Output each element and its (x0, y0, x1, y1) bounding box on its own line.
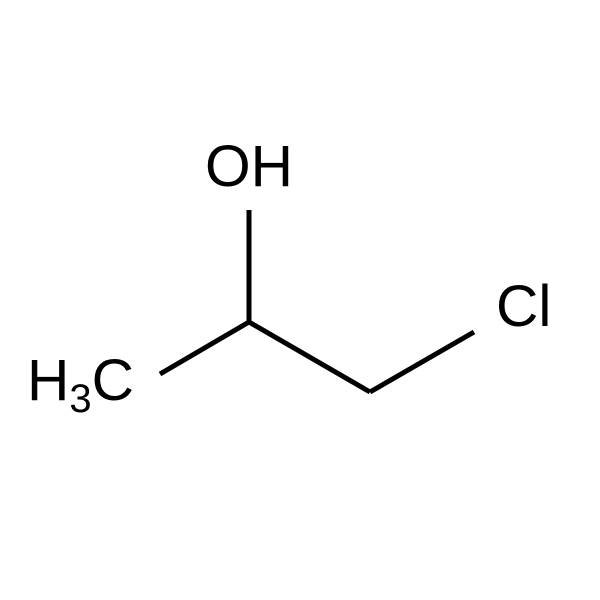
atom-label-cl: Cl (496, 274, 551, 339)
bond (249, 322, 370, 392)
bond (160, 322, 249, 374)
molecule-diagram: OH H3C Cl (0, 0, 600, 600)
bond (370, 332, 474, 392)
atom-label-ch3: H3C (27, 348, 134, 421)
bonds (160, 210, 474, 392)
atom-labels: OH H3C Cl (27, 134, 551, 421)
atom-label-oh: OH (205, 134, 293, 199)
